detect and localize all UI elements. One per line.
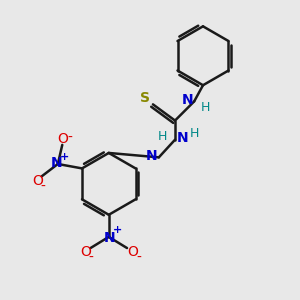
Text: -: - [88,251,93,265]
Text: S: S [140,91,150,105]
Text: O: O [80,245,91,259]
Text: N: N [146,149,157,163]
Text: O: O [32,174,43,188]
Text: N: N [177,131,188,145]
Text: -: - [136,251,141,265]
Text: -: - [41,180,46,194]
Text: O: O [128,245,138,259]
Text: O: O [57,132,68,146]
Text: N: N [51,156,62,170]
Text: +: + [60,152,69,162]
Text: N: N [182,93,194,107]
Text: -: - [67,131,72,145]
Text: H: H [158,130,167,143]
Text: H: H [190,127,199,140]
Text: N: N [103,231,115,245]
Text: +: + [112,225,122,236]
Text: H: H [201,101,210,114]
